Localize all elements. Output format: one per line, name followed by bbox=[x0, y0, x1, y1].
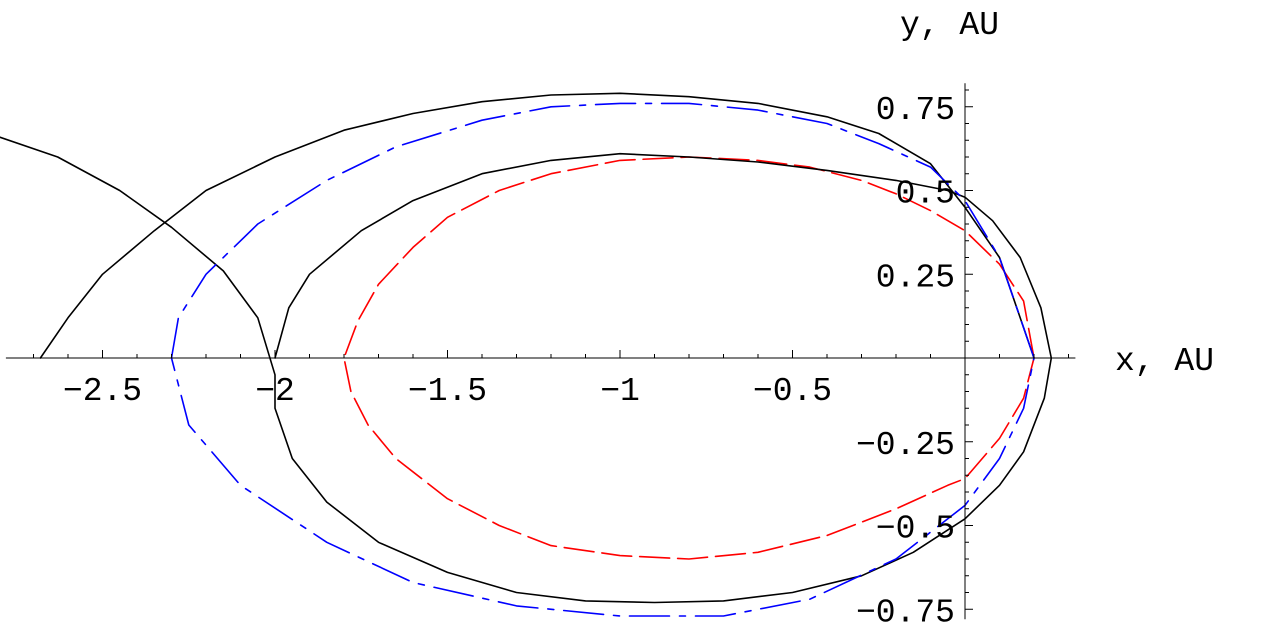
y-tick-label: 0.5 bbox=[896, 176, 955, 213]
orbit-curve-3 bbox=[39, 92, 1035, 359]
x-axis-label: x, AU bbox=[1115, 343, 1214, 380]
orbit-curve-1 bbox=[343, 156, 1035, 560]
axes: −2.5 −2 −1.5 −1 −0.5 0.75 0.5 0.25 −0.25 −0.5 −0.7… bbox=[5, 83, 1076, 631]
y-tick-label: −0.75 bbox=[856, 594, 955, 631]
y-axis-label: y, AU bbox=[900, 7, 999, 44]
y-tick-label: −0.25 bbox=[856, 427, 955, 464]
y-tick-label: 0.75 bbox=[876, 92, 955, 129]
x-tick-label: −1.5 bbox=[408, 373, 487, 410]
y-tick-label: −0.5 bbox=[876, 511, 955, 548]
orbit-curve-4 bbox=[170, 102, 1035, 617]
x-tick-label: −1 bbox=[600, 373, 640, 410]
x-tick-label: −0.5 bbox=[753, 373, 832, 410]
y-tick-label: 0.25 bbox=[876, 259, 955, 296]
x-tick-label: −2 bbox=[255, 373, 295, 410]
orbit-curves bbox=[0, 92, 1053, 617]
x-tick-label: −2.5 bbox=[63, 373, 142, 410]
orbit-curve-2 bbox=[0, 136, 1053, 604]
